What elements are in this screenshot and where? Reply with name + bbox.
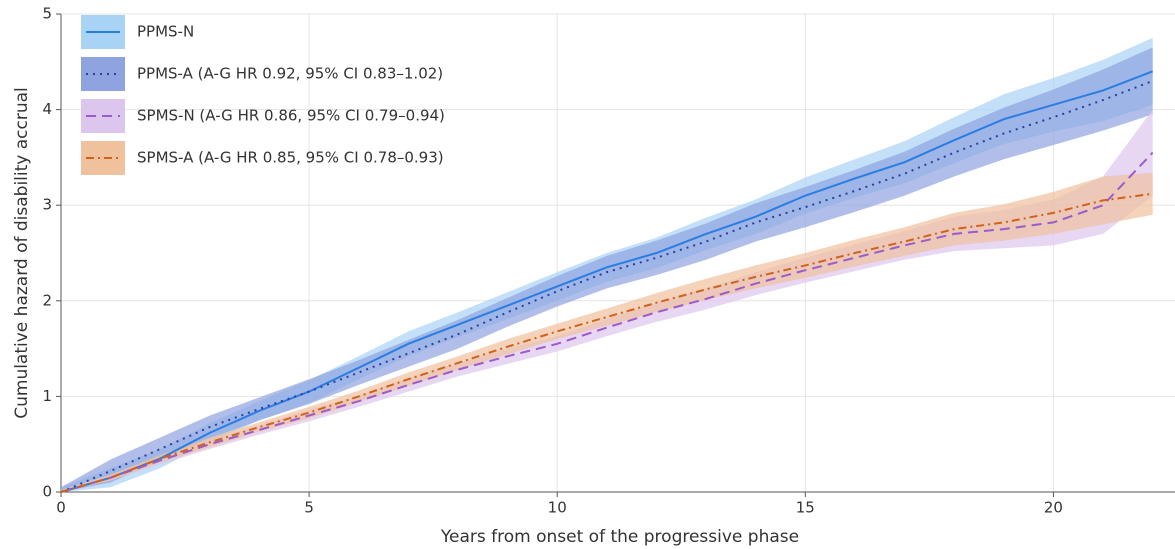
x-tick-label: 10 — [548, 499, 567, 517]
confidence-band — [61, 47, 1153, 493]
y-tick-label: 1 — [42, 387, 52, 405]
x-tick-label: 20 — [1044, 499, 1063, 517]
legend-swatch — [81, 57, 125, 91]
x-tick-label: 5 — [304, 499, 314, 517]
legend-label: PPMS-N — [137, 23, 194, 41]
x-tick-label: 15 — [796, 499, 815, 517]
legend-label: SPMS-N (A-G HR 0.86, 95% CI 0.79–0.94) — [137, 107, 445, 125]
legend-label: SPMS-A (A-G HR 0.85, 95% CI 0.78–0.93) — [137, 149, 444, 167]
line — [60, 70, 1154, 493]
legend-label: PPMS-A (A-G HR 0.92, 95% CI 0.83–1.02) — [137, 65, 443, 83]
y-tick-label: 4 — [42, 100, 52, 118]
line — [60, 79, 1154, 493]
y-tick-label: 2 — [42, 291, 52, 309]
y-axis-label: Cumulative hazard of disability accrual — [12, 87, 32, 419]
x-axis-label: Years from onset of the progressive phas… — [440, 527, 799, 547]
y-tick-label: 0 — [42, 483, 52, 501]
x-tick-label: 0 — [56, 499, 66, 517]
line — [60, 151, 1154, 493]
y-tick-label: 3 — [42, 196, 52, 214]
y-tick-label: 5 — [42, 5, 52, 23]
line — [60, 192, 1153, 493]
